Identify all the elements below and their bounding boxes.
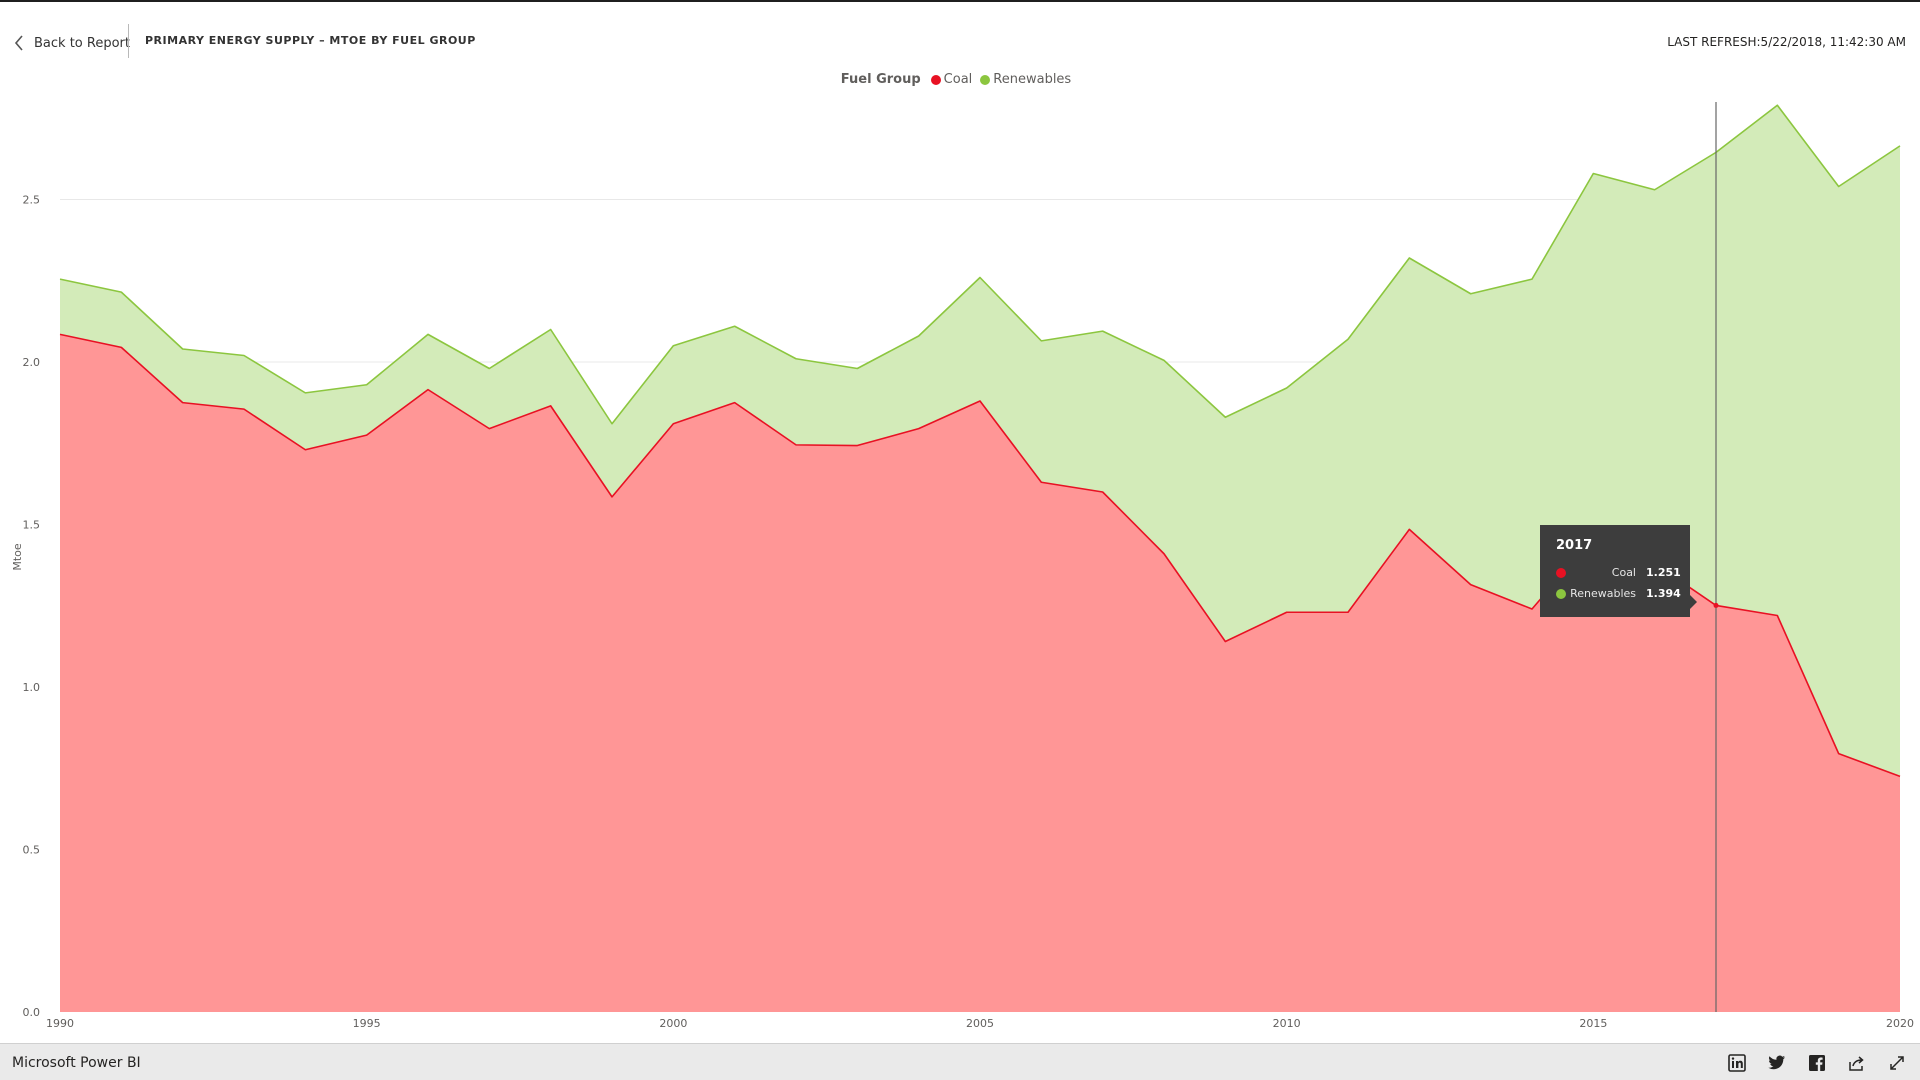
- legend-label-renewables: Renewables: [993, 72, 1072, 87]
- tooltip-row-coal: Coal 1.251: [1556, 562, 1681, 583]
- hover-indicator: [1713, 102, 1719, 1012]
- footer-brand: Microsoft Power BI: [12, 1055, 141, 1071]
- tooltip-label-renewables: Renewables: [1570, 587, 1636, 600]
- fullscreen-icon[interactable]: [1886, 1052, 1908, 1074]
- page-title: PRIMARY ENERGY SUPPLY – MTOE BY FUEL GRO…: [145, 34, 476, 47]
- footer-icons: [1726, 1052, 1908, 1074]
- share-icon[interactable]: [1846, 1052, 1868, 1074]
- coal-area: [60, 334, 1900, 1012]
- chart-area: 0.0 0.5 1.0 1.5 2.0 2.5 Mtoe 1990 1995 2000 2005 20…: [0, 90, 1920, 1030]
- legend-title: Fuel Group: [840, 72, 921, 87]
- stacked-area-chart[interactable]: 0.0 0.5 1.0 1.5 2.0 2.5 Mtoe 1990 1995 2000 2005 20…: [0, 90, 1920, 1030]
- x-tick-label: 2010: [1273, 1017, 1301, 1030]
- back-to-report-label: Back to Report: [34, 35, 130, 51]
- legend-label-coal: Coal: [943, 72, 973, 87]
- y-tick-label: 1.0: [23, 681, 41, 694]
- top-rule: [0, 0, 1920, 2]
- y-tick-label: 0.5: [23, 844, 41, 857]
- tooltip-value-renewables: 1.394: [1646, 587, 1681, 600]
- footer-bar: Microsoft Power BI: [0, 1043, 1920, 1080]
- tooltip-title: 2017: [1556, 538, 1593, 553]
- legend-dot-renewables: [980, 74, 991, 85]
- legend-item-coal[interactable]: Coal: [930, 72, 973, 87]
- legend: Fuel Group Coal Renewables: [0, 72, 1920, 87]
- axes: 0.0 0.5 1.0 1.5 2.0 2.5 Mtoe 1990 1995 2000 2005 20…: [11, 194, 1914, 1031]
- legend-dot-coal: [930, 74, 941, 85]
- tooltip-row-renewables: Renewables 1.394: [1556, 583, 1681, 604]
- last-refresh: LAST REFRESH:5/22/2018, 11:42:30 AM: [1667, 35, 1906, 49]
- x-tick-label: 2000: [659, 1017, 687, 1030]
- y-tick-label: 2.5: [23, 194, 41, 207]
- x-tick-label: 1995: [353, 1017, 381, 1030]
- renewables-line: [59, 104, 1901, 425]
- hover-point-coal: [1713, 602, 1719, 608]
- y-tick-label: 2.0: [23, 356, 41, 369]
- legend-item-renewables[interactable]: Renewables: [980, 72, 1071, 87]
- twitter-icon[interactable]: [1766, 1052, 1788, 1074]
- y-tick-label: 0.0: [23, 1006, 41, 1019]
- x-tick-label: 2005: [966, 1017, 994, 1030]
- x-tick-label: 2015: [1579, 1017, 1607, 1030]
- facebook-icon[interactable]: [1806, 1052, 1828, 1074]
- tooltip-dot-coal: [1556, 567, 1566, 578]
- y-axis-title: Mtoe: [11, 543, 24, 571]
- x-tick-label: 2020: [1886, 1017, 1914, 1030]
- linkedin-icon[interactable]: [1726, 1052, 1748, 1074]
- header: Back to Report PRIMARY ENERGY SUPPLY – M…: [0, 2, 1920, 82]
- back-to-report-button[interactable]: Back to Report: [14, 28, 130, 58]
- tooltip-value-coal: 1.251: [1646, 566, 1681, 579]
- x-tick-label: 1990: [46, 1017, 74, 1030]
- chevron-left-icon: [14, 35, 24, 51]
- header-separator: [128, 24, 129, 58]
- y-tick-label: 1.5: [23, 519, 41, 532]
- tooltip-dot-renewables: [1556, 588, 1566, 599]
- chart-tooltip: 2017 Coal 1.251 Renewables 1.394: [1540, 525, 1697, 617]
- tooltip-label-coal: Coal: [1611, 566, 1636, 579]
